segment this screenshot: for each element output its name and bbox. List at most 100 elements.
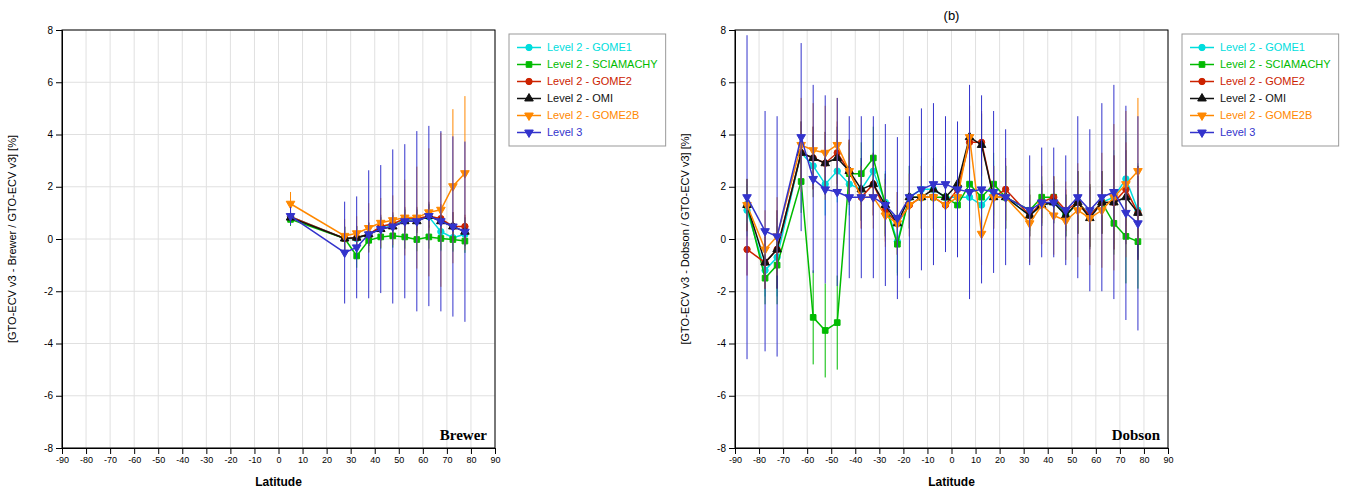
tick-label: -90 bbox=[56, 455, 69, 465]
tick-label: -80 bbox=[753, 455, 766, 465]
legend-label: Level 2 - GOME1 bbox=[547, 41, 632, 53]
tick: 2 bbox=[720, 181, 735, 192]
tick-label: 40 bbox=[370, 455, 380, 465]
marker bbox=[977, 187, 986, 194]
marker bbox=[425, 214, 434, 221]
tick-label: -70 bbox=[104, 455, 117, 465]
tick-label: -10 bbox=[248, 455, 261, 465]
series-line bbox=[291, 173, 465, 236]
tick: 0 bbox=[276, 448, 281, 465]
tick-mark bbox=[327, 448, 328, 454]
grid-line-y bbox=[62, 186, 495, 187]
series-line bbox=[747, 142, 1138, 262]
tick-label: 60 bbox=[1091, 455, 1101, 465]
tick-mark bbox=[729, 291, 735, 292]
tick-mark bbox=[56, 448, 62, 449]
legend-label: Level 2 - GOME2B bbox=[547, 109, 639, 121]
tick: -90 bbox=[729, 448, 742, 465]
tick-label: 10 bbox=[971, 455, 981, 465]
marker bbox=[413, 219, 422, 226]
tick: -90 bbox=[56, 448, 69, 465]
tick-label: 0 bbox=[47, 234, 53, 245]
tick-mark bbox=[1000, 448, 1001, 454]
tick: -30 bbox=[873, 448, 886, 465]
legend-swatch-marker bbox=[525, 113, 534, 120]
legend-item: Level 3 bbox=[1190, 126, 1255, 138]
legend-item: Level 2 - GOME2 bbox=[1190, 75, 1305, 87]
grid-line-y bbox=[62, 291, 495, 292]
series-line bbox=[747, 158, 1138, 330]
tick-mark bbox=[56, 30, 62, 31]
legend-label: Level 2 - OMI bbox=[1220, 92, 1286, 104]
tick-label: -4 bbox=[717, 338, 726, 349]
marker bbox=[1098, 195, 1107, 202]
tick: -80 bbox=[753, 448, 766, 465]
plot-area bbox=[743, 35, 1142, 377]
texts: Latitude [GTO-ECV v3 - Brewer / GTO-ECV v… bbox=[6, 135, 487, 489]
tick-mark bbox=[351, 448, 352, 454]
legend-swatch-marker bbox=[1198, 94, 1207, 101]
legend-item: Level 2 - OMI bbox=[1190, 92, 1286, 104]
tick-mark bbox=[783, 448, 784, 454]
marker bbox=[340, 250, 349, 257]
tick-label: -80 bbox=[80, 455, 93, 465]
series-line bbox=[747, 137, 1138, 236]
marker bbox=[743, 195, 752, 202]
legend-label: Level 2 - GOME2 bbox=[1220, 75, 1305, 87]
tick-mark bbox=[1120, 448, 1121, 454]
tick: 10 bbox=[971, 448, 981, 465]
legend: Level 2 - GOME1 Level 2 - SCIAMACHY Level … bbox=[509, 34, 666, 146]
legend-swatch-marker bbox=[1199, 78, 1205, 84]
marker bbox=[941, 182, 950, 189]
marker bbox=[388, 224, 397, 231]
tick: 0 bbox=[47, 234, 62, 245]
tick-mark bbox=[729, 82, 735, 83]
tick-label: -50 bbox=[825, 455, 838, 465]
tick-label: 6 bbox=[720, 77, 726, 88]
tick-mark bbox=[134, 448, 135, 454]
tick-label: 0 bbox=[720, 234, 726, 245]
series-line bbox=[747, 153, 1138, 271]
legend-swatch-marker bbox=[526, 62, 532, 68]
x-axis-title: Latitude bbox=[255, 475, 302, 489]
tick: 20 bbox=[995, 448, 1005, 465]
marker bbox=[929, 182, 938, 189]
tick: -60 bbox=[801, 448, 814, 465]
grid-line-y bbox=[735, 82, 1168, 83]
tick-mark bbox=[729, 135, 735, 136]
grid-line-y bbox=[62, 395, 495, 396]
y-axis-title: [GTO-ECV v3 - Dobson / GTO-ECV v3] [%] bbox=[679, 133, 691, 344]
tick-mark bbox=[206, 448, 207, 454]
grid-line-y bbox=[62, 134, 495, 135]
grid-line-y bbox=[735, 343, 1168, 344]
tick-mark bbox=[56, 344, 62, 345]
tick: 0 bbox=[720, 234, 735, 245]
tick-mark bbox=[1072, 448, 1073, 454]
legend-label: Level 3 bbox=[547, 126, 582, 138]
tick-mark bbox=[879, 448, 880, 454]
tick-mark bbox=[56, 135, 62, 136]
tick: 0 bbox=[949, 448, 954, 465]
tick-mark bbox=[254, 448, 255, 454]
marker bbox=[376, 227, 385, 234]
marker bbox=[1025, 208, 1034, 215]
y-axis-title: [GTO-ECV v3 - Brewer / GTO-ECV v3] [%] bbox=[6, 135, 18, 343]
legend-item: Level 2 - GOME2B bbox=[1190, 109, 1312, 121]
legend-swatch-marker bbox=[1199, 44, 1205, 50]
tick-mark bbox=[1096, 448, 1097, 454]
tick-label: 70 bbox=[1115, 455, 1125, 465]
tick-mark bbox=[56, 239, 62, 240]
marker bbox=[1134, 221, 1143, 228]
tick-label: 0 bbox=[276, 455, 281, 465]
legend-label: Level 2 - SCIAMACHY bbox=[547, 58, 658, 70]
marker bbox=[761, 229, 770, 236]
tick-label: -6 bbox=[44, 390, 53, 401]
marker bbox=[437, 219, 446, 226]
tick: 60 bbox=[1091, 448, 1101, 465]
chart-svg: -90-80-70-60-50-40-30-20-100102030405060… bbox=[0, 0, 1346, 494]
tick-mark bbox=[495, 448, 496, 454]
panel: -90-80-70-60-50-40-30-20-100102030405060… bbox=[679, 8, 1339, 489]
legend-swatch-marker bbox=[526, 44, 532, 50]
tick-label: 90 bbox=[1163, 455, 1173, 465]
marker bbox=[810, 315, 816, 321]
